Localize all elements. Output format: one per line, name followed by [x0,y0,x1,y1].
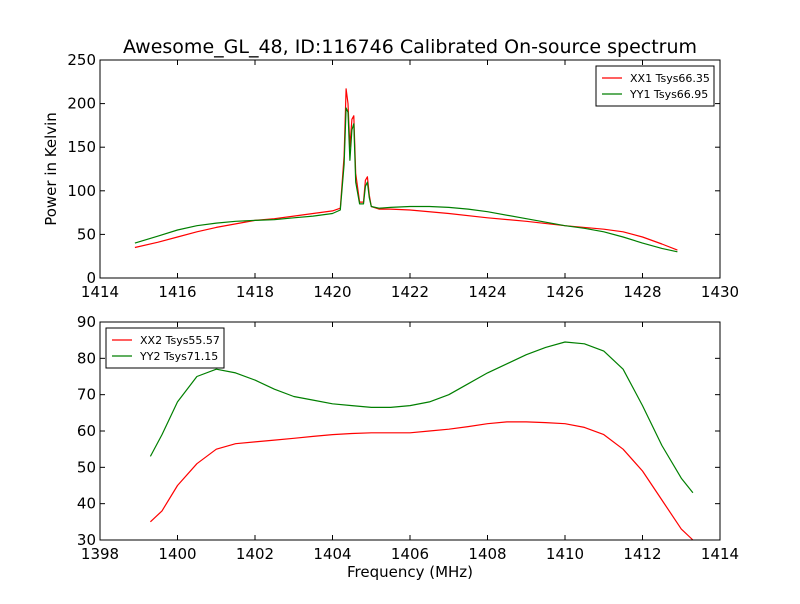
x-tick-label: 1404 [313,545,351,563]
y-tick-label: 150 [67,138,96,156]
series-line-1 [134,88,678,251]
legend: XX1 Tsys66.35 YY1 Tsys66.95 [595,65,715,107]
y-tick-label: 90 [77,313,96,331]
y-tick-label: 200 [67,95,96,113]
x-axis-label: Frequency (MHz) [347,563,473,581]
y-tick-label: 50 [77,225,96,243]
x-tick-label: 1410 [546,545,584,563]
series-line-1 [149,421,694,541]
y-tick-label: 40 [77,495,96,513]
y-tick-label: 250 [67,51,96,69]
y-tick-label: 80 [77,349,96,367]
x-tick-label: 1402 [236,545,274,563]
legend-entry: YY2 Tsys71.15 [139,350,218,363]
y-tick-label: 0 [86,269,96,287]
y-tick-label: 50 [77,458,96,476]
lower-plot: 1398 1400 1402 1404 1406 1408 1410 1412 1414 30 40… [77,313,739,563]
x-tick-label: 1412 [623,545,661,563]
y-tick-label: 60 [77,422,96,440]
series-line-2 [134,107,678,253]
x-tick-label: 1398 [81,545,119,563]
y-tick-label: 70 [77,386,96,404]
x-tick-label: 1418 [236,283,274,301]
x-tick-label: 1406 [391,545,429,563]
x-tick-label: 1414 [701,545,739,563]
y-tick-label: 30 [77,531,96,549]
legend-entry: YY1 Tsys66.95 [629,88,708,101]
x-tick-label: 1416 [158,283,196,301]
x-tick-label: 1408 [468,545,506,563]
x-tick-label: 1400 [158,545,196,563]
legend-box [105,327,225,369]
legend-entry: XX1 Tsys66.35 [630,72,710,85]
x-tick-label: 1424 [468,283,506,301]
upper-plot: 1414 1416 1418 1420 1422 1424 1426 1428 1430 0 50 1… [67,51,739,301]
series-line-2 [149,341,694,494]
legend-entry: XX2 Tsys55.57 [140,334,220,347]
x-tick-label: 1414 [81,283,119,301]
chart-title: Awesome_GL_48, ID:116746 Calibrated On-s… [123,36,697,58]
x-tick-label: 1428 [623,283,661,301]
y-tick-label: 100 [67,182,96,200]
x-tick-label: 1420 [313,283,351,301]
legend-box [595,65,715,107]
x-tick-label: 1430 [701,283,739,301]
legend: XX2 Tsys55.57 YY2 Tsys71.15 [105,327,225,369]
x-tick-label: 1422 [391,283,429,301]
y-axis-label: Power in Kelvin [42,112,60,226]
x-tick-label: 1426 [546,283,584,301]
